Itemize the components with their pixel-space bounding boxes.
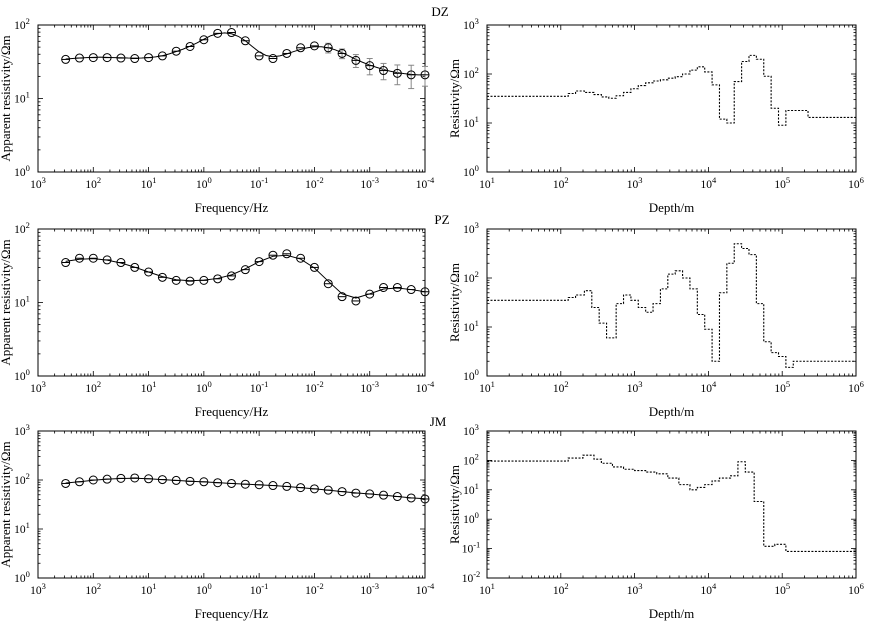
x-tick-label: 101 <box>479 581 495 597</box>
x-tick-label: 10-3 <box>360 379 379 395</box>
y-tick-label: 100 <box>14 569 30 585</box>
x-tick-label: 102 <box>553 581 569 597</box>
station-label: PZ <box>434 212 449 227</box>
x-tick-label: 10-3 <box>360 175 379 191</box>
y-tick-label: 103 <box>463 220 479 236</box>
resistivity-model-line <box>487 54 856 126</box>
y-tick-label: 103 <box>14 422 30 438</box>
x-tick-label: 106 <box>848 379 864 395</box>
x-tick-label: 101 <box>141 175 157 191</box>
panel-curve-jm: 103 102 101 100 10-1 10-2 10-3 10-4 100 101 102 103… <box>0 422 435 621</box>
x-tick-label: 105 <box>774 379 790 395</box>
y-tick-label: 100 <box>463 163 479 179</box>
x-tick-label: 105 <box>774 581 790 597</box>
plot-frame <box>486 228 857 377</box>
plot-frame <box>486 24 857 173</box>
y-axis-title: Resistivity/Ωm <box>447 263 462 342</box>
y-tick-label: 10-2 <box>462 569 481 585</box>
y-tick-label: 100 <box>463 510 479 526</box>
x-tick-label: 10-2 <box>305 175 324 191</box>
y-axis-title: Resistivity/Ωm <box>447 59 462 138</box>
x-tick-label: 102 <box>85 379 101 395</box>
plot-frame <box>37 24 426 173</box>
y-tick-label: 102 <box>463 65 479 81</box>
y-tick-label: 102 <box>14 16 30 32</box>
x-tick-label: 102 <box>85 581 101 597</box>
station-label: DZ <box>431 4 448 19</box>
panel-curve-pz: 103 102 101 100 10-1 10-2 10-3 10-4 100 101 102 Fre… <box>0 220 435 419</box>
x-tick-label: 103 <box>627 581 643 597</box>
x-tick-label: 10-4 <box>416 175 435 191</box>
x-tick-label: 103 <box>30 379 46 395</box>
panel-model-jm: 101 102 103 104 105 106 10-2 10-1 100 101 102 103 De… <box>447 422 864 621</box>
x-tick-label: 102 <box>553 175 569 191</box>
plot-frame <box>486 430 857 579</box>
y-axis-title: Apparent resistivity/Ωm <box>0 35 13 161</box>
x-tick-label: 10-1 <box>250 175 269 191</box>
x-tick-label: 10-4 <box>416 379 435 395</box>
y-tick-label: 101 <box>463 481 479 497</box>
plot-frame <box>37 228 426 377</box>
y-tick-label: 103 <box>463 422 479 438</box>
x-tick-label: 101 <box>141 379 157 395</box>
x-tick-label: 101 <box>479 175 495 191</box>
x-tick-label: 104 <box>701 581 718 597</box>
y-tick-label: 101 <box>14 90 30 106</box>
x-axis-title: Frequency/Hz <box>195 606 269 621</box>
x-tick-label: 106 <box>848 175 864 191</box>
resistivity-model-line <box>487 243 856 368</box>
y-tick-label: 101 <box>14 294 30 310</box>
x-tick-label: 103 <box>627 379 643 395</box>
y-tick-label: 102 <box>463 269 479 285</box>
panel-curve-dz: 103 102 101 100 10-1 10-2 10-3 10-4 100 101 102 Fre… <box>0 16 435 215</box>
y-tick-label: 102 <box>14 220 30 236</box>
y-axis-title: Apparent resistivity/Ωm <box>0 239 13 365</box>
x-axis-title: Depth/m <box>649 404 695 419</box>
panel-model-pz: 101 102 103 104 105 106100101102103Depth/mRes… <box>447 220 864 419</box>
y-tick-label: 102 <box>463 451 479 467</box>
x-tick-label: 101 <box>479 379 495 395</box>
x-tick-label: 100 <box>196 379 212 395</box>
y-tick-label: 100 <box>14 163 30 179</box>
y-tick-label: 101 <box>14 520 30 536</box>
plot-frame <box>37 430 426 579</box>
y-axis-title: Apparent resistivity/Ωm <box>0 441 13 567</box>
x-tick-label: 105 <box>774 175 790 191</box>
y-tick-label: 10-1 <box>462 540 481 556</box>
y-tick-label: 101 <box>463 114 479 130</box>
y-tick-label: 101 <box>463 318 479 334</box>
fitted-curve <box>65 254 426 299</box>
x-tick-label: 103 <box>30 581 46 597</box>
x-tick-label: 10-3 <box>360 581 379 597</box>
y-tick-label: 103 <box>463 16 479 32</box>
y-tick-label: 100 <box>463 367 479 383</box>
x-tick-label: 102 <box>553 379 569 395</box>
y-tick-label: 102 <box>14 471 30 487</box>
x-tick-label: 10-1 <box>250 581 269 597</box>
x-tick-label: 10-2 <box>305 581 324 597</box>
x-tick-label: 10-2 <box>305 379 324 395</box>
x-tick-label: 100 <box>196 175 212 191</box>
resistivity-model-line <box>487 454 856 552</box>
x-tick-label: 10-1 <box>250 379 269 395</box>
x-tick-label: 103 <box>627 175 643 191</box>
y-axis-title: Resistivity/Ωm <box>447 465 462 544</box>
x-tick-label: 103 <box>30 175 46 191</box>
station-label: JM <box>430 414 447 429</box>
y-tick-label: 100 <box>14 367 30 383</box>
x-axis-title: Frequency/Hz <box>195 404 269 419</box>
x-tick-label: 100 <box>196 581 212 597</box>
x-axis-title: Frequency/Hz <box>195 200 269 215</box>
x-tick-label: 104 <box>701 379 718 395</box>
x-tick-label: 101 <box>141 581 157 597</box>
x-axis-title: Depth/m <box>649 200 695 215</box>
x-tick-label: 106 <box>848 581 864 597</box>
x-tick-label: 102 <box>85 175 101 191</box>
x-axis-title: Depth/m <box>649 606 695 621</box>
panel-model-dz: 101 102 103 104 105 106100101102103Depth/mRes… <box>447 16 864 215</box>
x-tick-label: 104 <box>701 175 718 191</box>
x-tick-label: 10-4 <box>416 581 435 597</box>
